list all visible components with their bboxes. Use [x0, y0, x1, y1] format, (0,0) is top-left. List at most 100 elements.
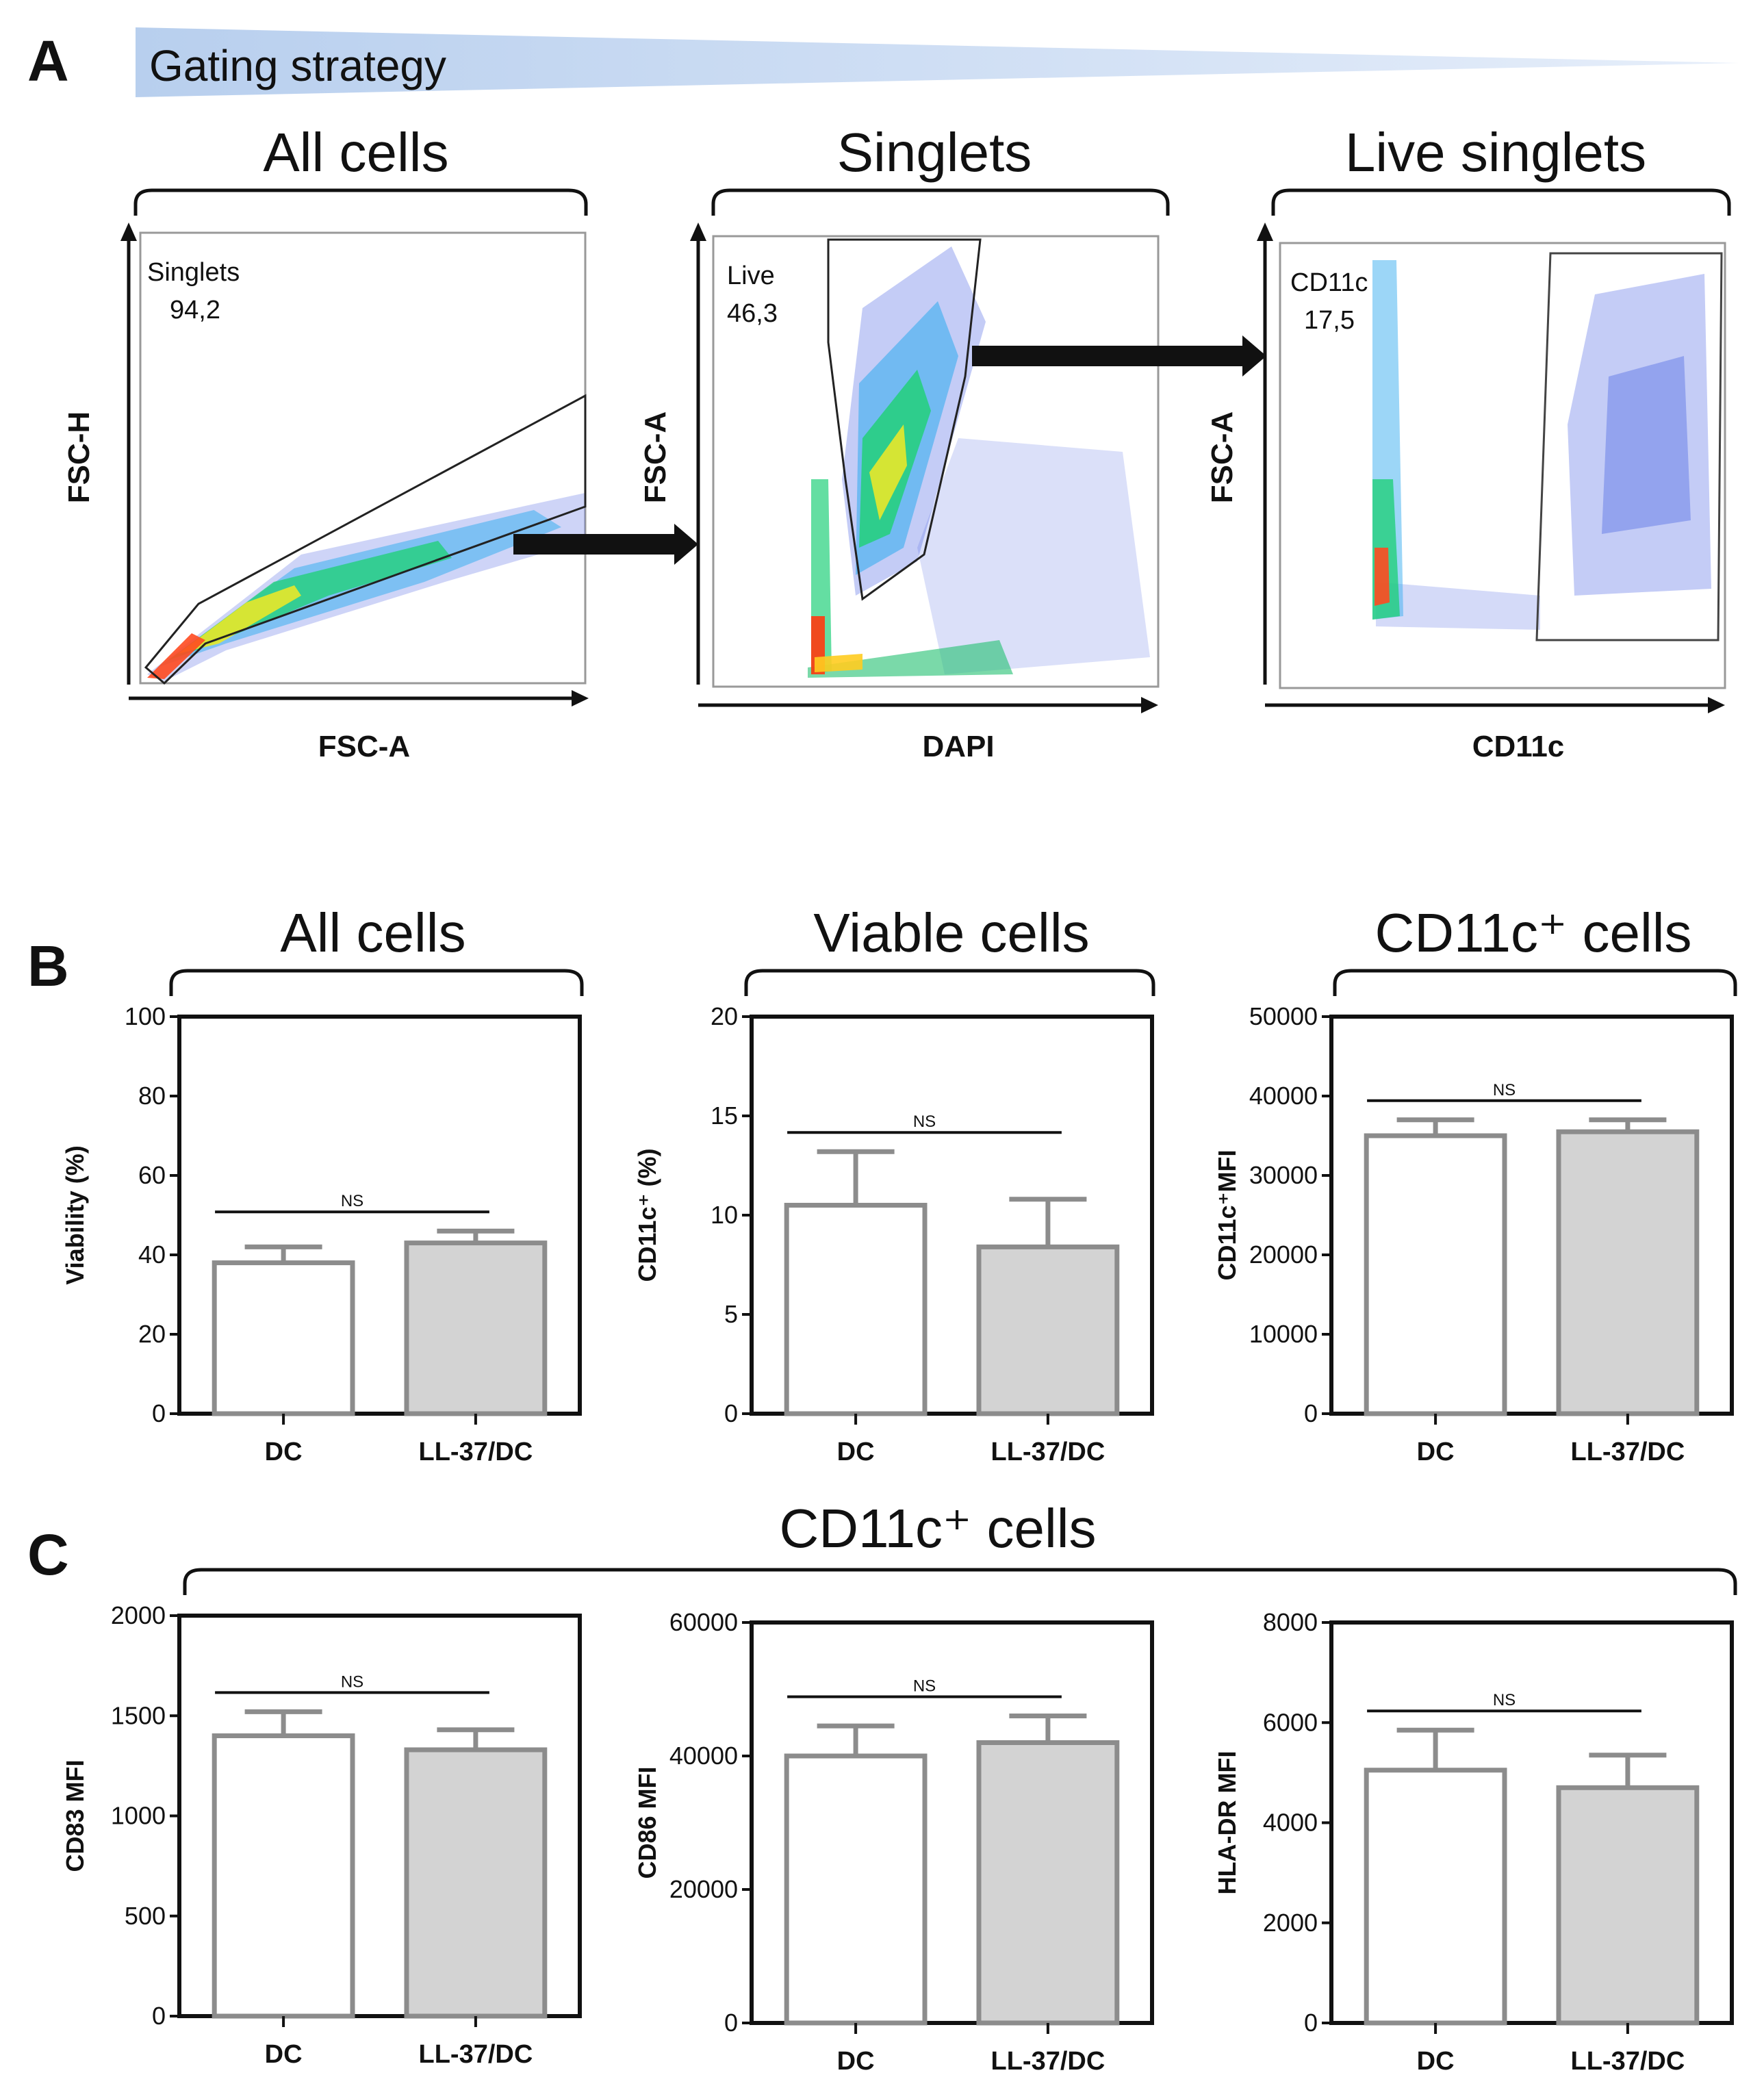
gate-name: Live — [727, 262, 775, 290]
y-tick-label: 5 — [724, 1300, 738, 1328]
bracket-viable-cells — [744, 969, 1155, 996]
y-tick-label: 40 — [138, 1240, 166, 1269]
scatter-cloud — [147, 493, 585, 681]
significance-label: NS — [913, 1677, 936, 1696]
bar-dc — [212, 1260, 355, 1416]
bar-ll37-dc — [976, 1244, 1120, 1416]
x-axis-arrow — [1141, 697, 1158, 713]
gate-polygon — [1535, 252, 1723, 641]
plot-frame — [177, 1015, 582, 1416]
significance-label: NS — [1493, 1081, 1516, 1099]
y-tick-label: 8000 — [1263, 1608, 1318, 1636]
y-tick-label: 15 — [711, 1102, 738, 1130]
bar-chart-b2: 0 5 10 15 20 CD11c⁺ (%) DC LL-37/DC NS — [633, 1002, 1154, 1466]
y-axis-label: FSC-A — [1205, 411, 1239, 503]
bar-dc — [212, 1733, 355, 2019]
x-axis-label: CD11c — [1472, 730, 1565, 763]
y-tick-label: 0 — [724, 1399, 738, 1427]
category-label: DC — [265, 2040, 303, 2069]
y-axis-label: FSC-H — [62, 411, 96, 503]
flow-title-singlets: Singlets — [837, 122, 1032, 183]
panel-letter-c: C — [27, 1523, 69, 1587]
y-tick-label: 1500 — [111, 1701, 166, 1729]
scatter-cloud — [1372, 260, 1711, 630]
y-axis-arrow — [120, 222, 137, 241]
bar-ll37-dc — [404, 1240, 548, 1416]
bar-chart-c2: 0 20000 40000 60000 CD86 MFI DC LL-37/DC NS — [633, 1608, 1154, 2076]
panel-letter-b: B — [27, 934, 69, 998]
bracket — [711, 188, 1170, 216]
x-axis-arrow — [1708, 697, 1725, 713]
bar-chart-b1: 0 20 40 60 80 100 Viability (%) DC LL-37/DC NS — [61, 1002, 582, 1466]
gate-name: Singlets — [147, 258, 240, 287]
y-tick-label: 20000 — [669, 1875, 738, 1903]
y-tick-label: 0 — [1304, 2009, 1318, 2037]
category-label: LL-37/DC — [419, 1438, 533, 1466]
y-tick-label: 80 — [138, 1082, 166, 1110]
y-axis-arrow — [1257, 222, 1273, 241]
plot-frame — [750, 1620, 1154, 2025]
gate-name: CD11c — [1290, 268, 1368, 297]
y-tick-label: 2000 — [111, 1601, 166, 1629]
x-axis-arrow — [572, 690, 589, 706]
bracket — [1271, 188, 1731, 216]
category-label: DC — [837, 2047, 875, 2076]
y-axis-label: CD11c⁺MFI — [1213, 1149, 1241, 1280]
flow-title-live-singlets: Live singlets — [1345, 122, 1646, 183]
significance-label: NS — [341, 1192, 363, 1210]
gate-value: 94,2 — [170, 296, 220, 324]
y-tick-label: 20000 — [1249, 1240, 1318, 1269]
bracket — [133, 188, 588, 216]
category-label: LL-37/DC — [1571, 1438, 1685, 1466]
category-label: LL-37/DC — [419, 2040, 533, 2069]
y-tick-label: 0 — [152, 2002, 166, 2030]
bar-chart-c3: 0 2000 4000 6000 8000 HLA-DR MFI DC LL-37/DC NS — [1213, 1608, 1734, 2076]
significance-label: NS — [1493, 1691, 1516, 1709]
category-label: LL-37/DC — [991, 2047, 1105, 2076]
flow-plot-singlets: Singlets Live 46,3 DAPI FSC-A — [639, 122, 1170, 763]
gate-polygon — [827, 238, 982, 601]
x-axis-label: DAPI — [922, 730, 994, 763]
gating-banner — [136, 27, 1739, 97]
y-tick-label: 60 — [138, 1161, 166, 1189]
bar-dc — [1364, 1768, 1507, 2026]
y-tick-label: 60000 — [669, 1608, 738, 1636]
bar-ll37-dc — [976, 1740, 1120, 2026]
group-title-cd11c-cells: CD11c⁺ cells — [1375, 902, 1691, 963]
bar-chart-c1: 0 500 1000 1500 2000 CD83 MFI DC LL-37/DC NS — [61, 1601, 582, 2069]
plot-frame — [712, 235, 1160, 688]
y-axis-label: HLA-DR MFI — [1213, 1751, 1241, 1895]
y-axis-label: CD11c⁺ (%) — [633, 1148, 661, 1282]
bar-ll37-dc — [404, 1747, 548, 2019]
plot-frame — [1279, 242, 1726, 689]
y-tick-label: 500 — [125, 1902, 166, 1930]
y-axis-label: CD83 MFI — [61, 1759, 89, 1872]
y-tick-label: 20 — [711, 1002, 738, 1030]
gate-value: 17,5 — [1304, 306, 1355, 335]
category-label: DC — [1417, 2047, 1455, 2076]
y-axis-arrow — [690, 222, 706, 241]
y-tick-label: 100 — [125, 1002, 166, 1030]
group-title-viable-cells: Viable cells — [813, 902, 1089, 963]
bar-dc — [784, 1753, 928, 2026]
bracket-all-cells — [169, 969, 584, 996]
y-axis-label: FSC-A — [639, 411, 672, 503]
significance-label: NS — [913, 1112, 936, 1131]
y-tick-label: 10000 — [1249, 1320, 1318, 1348]
arrow-to-singlets — [513, 524, 698, 565]
y-tick-label: 50000 — [1249, 1002, 1318, 1030]
y-tick-label: 0 — [724, 2009, 738, 2037]
arrow-to-live-singlets — [972, 335, 1266, 377]
bracket-cd11c-cells-c — [183, 1568, 1737, 1595]
y-tick-label: 20 — [138, 1320, 166, 1348]
category-label: DC — [1417, 1438, 1455, 1466]
category-label: DC — [837, 1438, 875, 1466]
gate-polygon — [144, 394, 587, 685]
gate-value: 46,3 — [727, 299, 778, 328]
y-axis-label: CD86 MFI — [633, 1766, 661, 1879]
bracket-cd11c-cells — [1333, 969, 1737, 996]
bar-dc — [784, 1203, 928, 1416]
y-tick-label: 2000 — [1263, 1909, 1318, 1937]
